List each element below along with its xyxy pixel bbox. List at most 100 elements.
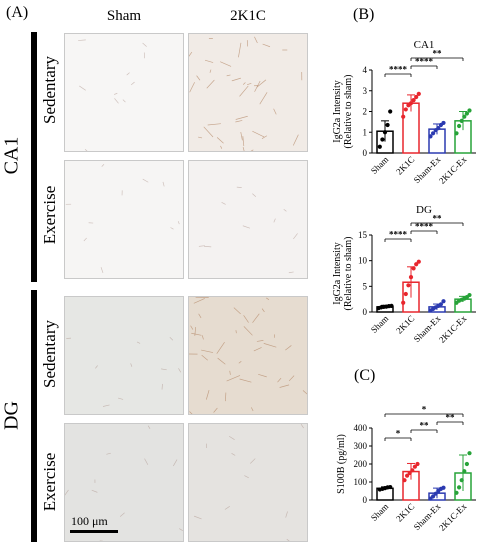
texture-fiber bbox=[243, 326, 253, 336]
texture-fiber bbox=[216, 137, 224, 144]
texture-fiber bbox=[100, 267, 104, 273]
texture-fiber bbox=[106, 452, 111, 455]
texture-fiber bbox=[242, 82, 246, 85]
texture-fiber bbox=[189, 51, 193, 57]
sig-label: ** bbox=[433, 49, 443, 59]
texture-fiber bbox=[179, 528, 183, 532]
texture-fiber bbox=[161, 368, 167, 371]
y-tick-label: 0 bbox=[363, 148, 368, 158]
data-point bbox=[462, 469, 467, 474]
texture-fiber bbox=[242, 225, 251, 229]
chart-dg: DG IgG2a Intensity(Relative to sham) 0 5 10 1… bbox=[332, 204, 476, 345]
y-tick-label: 200 bbox=[354, 459, 368, 469]
texture-fiber bbox=[279, 384, 290, 388]
sig-label: **** bbox=[389, 65, 408, 75]
data-point bbox=[438, 302, 443, 307]
chart-ca1: CA1 IgG2a Intensity(Relative to sham) 0 1 2 3… bbox=[332, 39, 476, 186]
y-tick-label: 5 bbox=[363, 281, 368, 291]
texture-fiber bbox=[293, 233, 298, 240]
column-header-sham: Sham bbox=[106, 8, 142, 24]
data-point bbox=[416, 259, 421, 264]
data-point bbox=[431, 131, 436, 136]
data-point bbox=[441, 299, 446, 304]
texture-fiber bbox=[178, 368, 182, 373]
texture-fiber bbox=[261, 135, 268, 139]
chart-title: CA1 bbox=[414, 39, 435, 51]
sig-label: ** bbox=[446, 413, 456, 423]
texture-fiber bbox=[198, 136, 203, 139]
data-point bbox=[401, 300, 406, 305]
texture-fiber bbox=[240, 132, 243, 141]
data-point bbox=[401, 114, 406, 119]
y-tick-label: 10 bbox=[358, 256, 368, 266]
texture-fiber bbox=[273, 218, 276, 223]
data-point bbox=[380, 137, 385, 142]
micrograph-dg-sedentary-sham bbox=[64, 296, 184, 415]
y-tick-label: 4 bbox=[363, 65, 368, 75]
data-point bbox=[457, 123, 462, 129]
texture-fiber bbox=[238, 361, 242, 364]
micrograph-dg-sedentary-2k1c bbox=[188, 296, 308, 415]
texture-fiber bbox=[102, 404, 110, 407]
data-point bbox=[389, 303, 394, 308]
region-label-dg: DG bbox=[0, 401, 23, 430]
texture-fiber bbox=[79, 85, 86, 91]
data-point bbox=[464, 111, 469, 116]
data-point bbox=[428, 134, 433, 139]
texture-fiber bbox=[231, 453, 236, 456]
y-axis-label: S100B (pg/ml) bbox=[336, 434, 347, 494]
texture-fiber bbox=[209, 69, 212, 73]
data-point bbox=[403, 291, 408, 297]
data-point bbox=[436, 126, 441, 131]
region-bar-dg bbox=[31, 290, 37, 542]
texture-fiber bbox=[147, 425, 151, 430]
texture-fiber bbox=[286, 538, 290, 541]
texture-fiber bbox=[252, 313, 260, 323]
texture-fiber bbox=[170, 227, 174, 230]
texture-fiber bbox=[235, 115, 248, 120]
texture-fiber bbox=[258, 373, 267, 378]
data-point bbox=[411, 97, 416, 103]
texture-fiber bbox=[203, 126, 214, 138]
x-tick-label: 2K1C-Ex bbox=[437, 154, 469, 186]
texture-fiber bbox=[206, 79, 215, 89]
y-tick-label: 300 bbox=[354, 441, 368, 451]
data-point bbox=[382, 130, 388, 135]
y-axis-label: IgG2a Intensity(Relative to sham) bbox=[332, 237, 354, 311]
micrograph-ca1-sedentary-2k1c bbox=[188, 33, 308, 152]
texture-fiber bbox=[101, 163, 105, 167]
texture-fiber bbox=[256, 340, 264, 342]
texture-fiber bbox=[130, 81, 135, 86]
data-point bbox=[388, 109, 393, 114]
data-point bbox=[467, 451, 472, 456]
data-point bbox=[412, 464, 417, 469]
y-tick-label: 0 bbox=[363, 495, 368, 505]
texture-fiber bbox=[136, 341, 141, 344]
texture-fiber bbox=[201, 335, 204, 340]
texture-fiber bbox=[285, 511, 288, 518]
texture-fiber bbox=[78, 39, 86, 41]
panel-label-a: (A) bbox=[6, 4, 29, 21]
texture-fiber bbox=[253, 347, 262, 352]
texture-fiber bbox=[189, 82, 195, 93]
region-bar-ca1 bbox=[31, 32, 37, 282]
texture-fiber bbox=[285, 345, 292, 351]
texture-fiber bbox=[235, 120, 243, 123]
condition-label-dg-sedentary: Sedentary bbox=[40, 320, 59, 388]
y-tick-label: 1 bbox=[363, 127, 368, 137]
texture-fiber bbox=[238, 42, 242, 58]
texture-fiber bbox=[193, 298, 205, 304]
texture-fiber bbox=[95, 365, 98, 369]
data-point bbox=[416, 91, 421, 96]
texture-fiber bbox=[220, 145, 223, 149]
x-tick-label: 2K1C bbox=[394, 313, 416, 335]
texture-fiber bbox=[283, 208, 287, 212]
texture-fiber bbox=[217, 357, 226, 365]
texture-fiber bbox=[198, 245, 205, 247]
micrograph-ca1-exercise-sham bbox=[64, 160, 184, 279]
texture-fiber bbox=[173, 459, 178, 467]
texture-fiber bbox=[251, 407, 254, 412]
texture-fiber bbox=[213, 407, 218, 413]
data-point bbox=[406, 283, 411, 288]
